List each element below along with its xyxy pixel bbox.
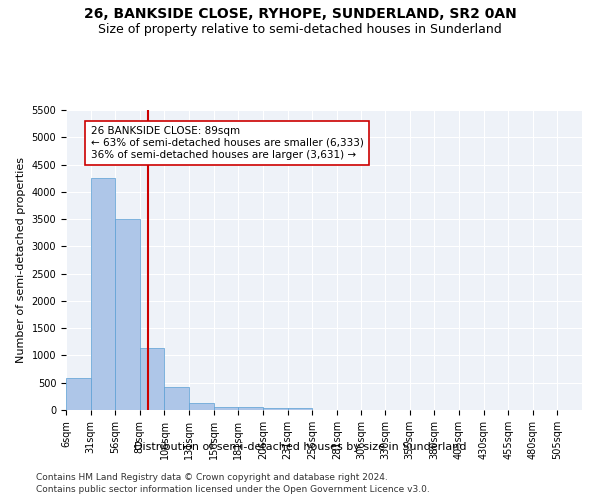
Bar bbox=[189, 403, 214, 410]
Bar bbox=[164, 387, 189, 410]
Bar bbox=[238, 407, 263, 410]
Bar bbox=[263, 408, 287, 410]
Text: Contains HM Land Registry data © Crown copyright and database right 2024.: Contains HM Land Registry data © Crown c… bbox=[36, 472, 388, 482]
Bar bbox=[66, 378, 91, 410]
Bar bbox=[287, 408, 312, 410]
Y-axis label: Number of semi-detached properties: Number of semi-detached properties bbox=[16, 157, 26, 363]
Bar bbox=[214, 406, 238, 410]
Text: Distribution of semi-detached houses by size in Sunderland: Distribution of semi-detached houses by … bbox=[134, 442, 466, 452]
Bar bbox=[115, 219, 140, 410]
Text: Size of property relative to semi-detached houses in Sunderland: Size of property relative to semi-detach… bbox=[98, 22, 502, 36]
Text: Contains public sector information licensed under the Open Government Licence v3: Contains public sector information licen… bbox=[36, 485, 430, 494]
Bar bbox=[91, 178, 115, 410]
Bar bbox=[140, 348, 164, 410]
Text: 26 BANKSIDE CLOSE: 89sqm
← 63% of semi-detached houses are smaller (6,333)
36% o: 26 BANKSIDE CLOSE: 89sqm ← 63% of semi-d… bbox=[91, 126, 364, 160]
Text: 26, BANKSIDE CLOSE, RYHOPE, SUNDERLAND, SR2 0AN: 26, BANKSIDE CLOSE, RYHOPE, SUNDERLAND, … bbox=[83, 8, 517, 22]
